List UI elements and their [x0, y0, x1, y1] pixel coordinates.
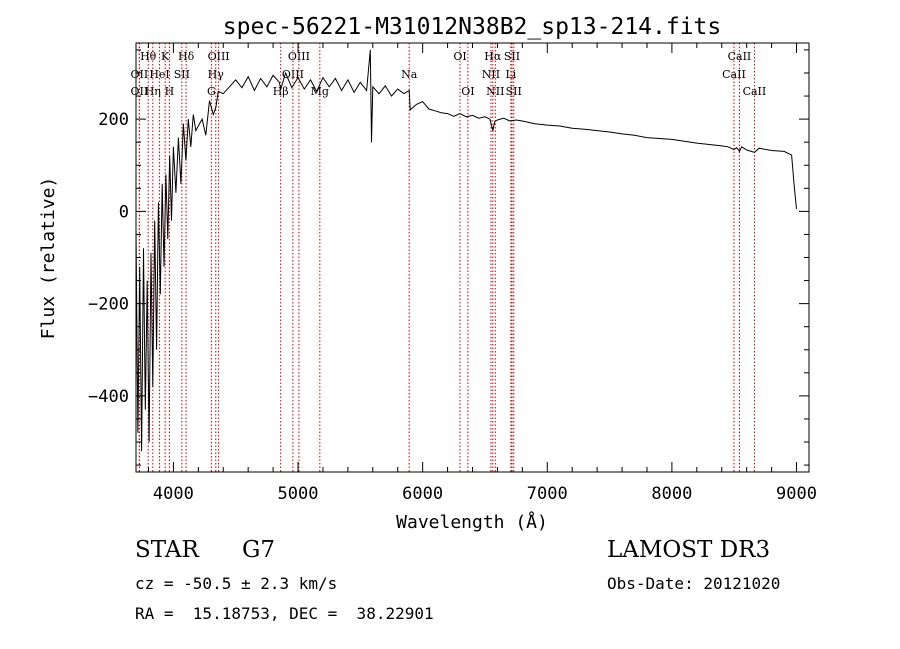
line-label-22: SII — [504, 50, 520, 63]
line-label-8: Hδ — [178, 50, 195, 63]
line-label-17: OI — [453, 50, 466, 63]
line-label-6: H — [165, 85, 175, 98]
line-label-27: CaII — [743, 85, 767, 98]
line-label-24: SII — [506, 85, 522, 98]
line-label-10: Hγ — [208, 68, 225, 81]
line-label-15: Mg — [311, 85, 329, 98]
spectrum-line — [135, 49, 797, 452]
line-label-11: G — [207, 85, 216, 98]
line-label-19: Hα — [484, 50, 502, 63]
x-tick-label-5000: 5000 — [278, 484, 319, 504]
line-label-2: OII — [131, 85, 149, 98]
survey-name: LAMOST DR3 — [607, 537, 771, 563]
chart-title: spec-56221-M31012N38B2_sp13-214.fits — [223, 14, 722, 40]
line-label-3: Hη — [145, 85, 161, 98]
x-tick-label-9000: 9000 — [776, 484, 817, 504]
x-tick-label-7000: 7000 — [527, 484, 568, 504]
observation-date: Obs-Date: 20121020 — [607, 574, 781, 593]
x-tick-label-8000: 8000 — [651, 484, 692, 504]
sky-coordinates: RA = 15.18753, DEC = 38.22901 — [135, 604, 434, 623]
line-label-0: Hθ — [140, 50, 157, 63]
y-tick-label-200: 200 — [98, 110, 129, 130]
line-label-4: K — [161, 50, 170, 63]
line-label-14: Hβ — [273, 85, 289, 98]
line-label-1: OII — [131, 68, 149, 81]
object-class: STAR — [135, 537, 199, 563]
line-label-12: OIII — [288, 50, 310, 63]
line-label-18: OI — [461, 85, 474, 98]
redshift-velocity: cz = -50.5 ± 2.3 km/s — [135, 574, 338, 593]
y-tick-label--400: −400 — [88, 387, 129, 407]
plot-frame — [135, 42, 810, 473]
y-tick-label--200: −200 — [88, 295, 129, 315]
line-label-9: OIII — [208, 50, 230, 63]
line-label-23: Li — [505, 68, 516, 81]
object-subclass: G7 — [242, 537, 276, 563]
x-tick-label-4000: 4000 — [153, 484, 194, 504]
line-label-16: Na — [401, 68, 418, 81]
line-label-7: SII — [174, 68, 190, 81]
line-label-5: HeI — [149, 68, 169, 81]
x-tick-label-6000: 6000 — [402, 484, 443, 504]
line-label-26: CaII — [722, 68, 746, 81]
y-axis-label: Flux (relative) — [38, 177, 59, 340]
line-label-21: NII — [486, 85, 504, 98]
line-markers — [138, 43, 755, 472]
x-axis-label: Wavelength (Å) — [396, 511, 548, 533]
axis-ticks — [136, 43, 809, 472]
axis-tick-labels: 4000 5000 6000 7000 8000 9000 −400 −200 0 200 — [88, 110, 817, 504]
y-tick-label-0: 0 — [119, 202, 129, 222]
line-label-25: CaII — [728, 50, 752, 63]
line-label-20: NII — [482, 68, 500, 81]
